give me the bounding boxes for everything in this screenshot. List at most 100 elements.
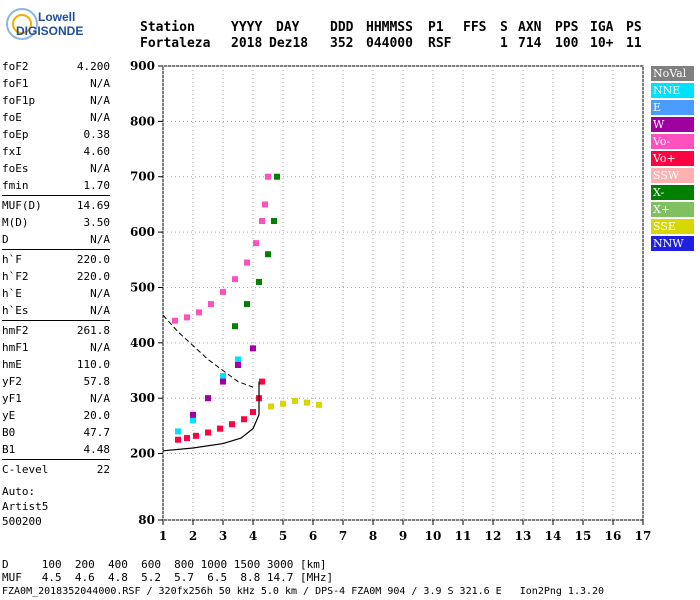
param-value: 47.7 xyxy=(83,426,111,439)
auto-program: Artist5 xyxy=(2,500,49,513)
legend-item: Vo- xyxy=(651,134,694,149)
data-point xyxy=(244,259,250,266)
data-point xyxy=(244,301,250,308)
param-key: hmF2 xyxy=(2,324,29,337)
y-tick-label: 800 xyxy=(130,114,155,128)
param-value: 4.200 xyxy=(76,60,110,73)
y-tick-label: 300 xyxy=(130,391,155,405)
data-point xyxy=(175,428,181,435)
y-tick-label: 200 xyxy=(130,447,155,461)
param-value: 1.70 xyxy=(83,179,111,192)
data-point xyxy=(250,345,256,352)
param-separator xyxy=(2,195,110,196)
param-row: C-level 22 xyxy=(2,461,110,478)
header-label-3: DDD xyxy=(330,20,354,35)
data-point xyxy=(220,288,226,295)
legend-item: SSE xyxy=(651,219,694,234)
data-point xyxy=(235,361,241,368)
data-point xyxy=(184,314,190,321)
legend-item: E xyxy=(651,100,694,115)
param-row: hmF2 261.8 xyxy=(2,322,110,339)
data-point xyxy=(259,218,265,225)
param-separator xyxy=(2,320,110,321)
header-label-6: FFS xyxy=(463,20,487,35)
data-point xyxy=(229,421,235,428)
param-key: h`E xyxy=(2,287,22,300)
x-tick-label: 16 xyxy=(605,529,622,543)
header-value-0: Fortaleza xyxy=(140,36,211,51)
x-tick-label: 3 xyxy=(219,529,227,543)
header-label-7: S xyxy=(500,20,508,35)
y-tick-label: 500 xyxy=(130,280,155,294)
param-key: foF1 xyxy=(2,77,29,90)
param-key: M(D) xyxy=(2,216,29,229)
param-value: N/A xyxy=(90,162,110,175)
x-tick-label: 13 xyxy=(515,529,532,543)
param-key: h`F2 xyxy=(2,270,29,283)
data-point xyxy=(175,436,181,443)
param-value: N/A xyxy=(90,392,110,405)
logo-line1: Lowell xyxy=(38,10,76,24)
param-key: B0 xyxy=(2,426,16,439)
data-point xyxy=(232,276,238,283)
legend-item: SSW xyxy=(651,168,694,183)
param-key: h`F xyxy=(2,253,22,266)
data-point xyxy=(265,173,271,180)
y-tick-label: 400 xyxy=(130,336,155,350)
logo-ring-icon xyxy=(6,8,38,40)
y-tick-label: 80 xyxy=(138,513,155,527)
param-key: foF1p xyxy=(2,94,36,107)
y-tick-label: 600 xyxy=(130,225,155,239)
data-point xyxy=(220,373,226,380)
param-value: N/A xyxy=(90,287,110,300)
header-value-1: 2018 xyxy=(231,36,263,51)
data-point xyxy=(193,432,199,439)
param-row: foF1 N/A xyxy=(2,75,110,92)
data-point xyxy=(274,173,280,180)
x-tick-label: 11 xyxy=(455,529,472,543)
param-value: 14.69 xyxy=(76,199,110,212)
param-value: 261.8 xyxy=(76,324,110,337)
header-label-8: AXN xyxy=(518,20,542,35)
param-row: fmin 1.70 xyxy=(2,177,110,194)
data-point xyxy=(304,399,310,406)
param-value: 4.60 xyxy=(83,145,111,158)
header-label-2: DAY xyxy=(276,20,300,35)
param-row: hmE 110.0 xyxy=(2,356,110,373)
digisonde-logo: Lowell DIGISONDE xyxy=(2,4,83,44)
param-row: MUF(D) 14.69 xyxy=(2,197,110,214)
param-row: B0 47.7 xyxy=(2,424,110,441)
param-key: foEs xyxy=(2,162,29,175)
param-key: h`Es xyxy=(2,304,29,317)
distance-row: D 100 200 400 600 800 1000 1500 3000 [km… xyxy=(2,558,327,571)
x-tick-label: 7 xyxy=(339,529,347,543)
param-key: fmin xyxy=(2,179,29,192)
param-value: N/A xyxy=(90,233,110,246)
data-point xyxy=(241,416,247,423)
data-point xyxy=(259,378,265,385)
header-value-9: 10+ xyxy=(590,36,614,51)
data-point xyxy=(217,425,223,432)
param-value: 220.0 xyxy=(76,270,110,283)
data-point xyxy=(250,409,256,416)
autoscaling-info: Auto: Artist5 500200 xyxy=(2,484,48,529)
param-row: h`F2 220.0 xyxy=(2,268,110,285)
data-point xyxy=(271,218,277,225)
header-label-0: Station xyxy=(140,20,195,35)
param-row: B1 4.48 xyxy=(2,441,110,458)
data-point xyxy=(316,401,322,408)
header-label-10: IGA xyxy=(590,20,614,35)
header-value-6: 1 xyxy=(500,36,508,51)
x-tick-label: 14 xyxy=(545,529,562,543)
header-label-4: HHMMSS xyxy=(366,20,413,35)
param-key: yE xyxy=(2,409,16,422)
param-value: 110.0 xyxy=(76,358,110,371)
muf-row: MUF 4.5 4.6 4.8 5.2 5.7 6.5 8.8 14.7 [MH… xyxy=(2,571,334,584)
param-key: fxI xyxy=(2,145,22,158)
param-value: N/A xyxy=(90,77,110,90)
param-row: M(D) 3.50 xyxy=(2,214,110,231)
legend-item: NNW xyxy=(651,236,694,251)
x-tick-label: 15 xyxy=(575,529,592,543)
param-row: h`E N/A xyxy=(2,285,110,302)
